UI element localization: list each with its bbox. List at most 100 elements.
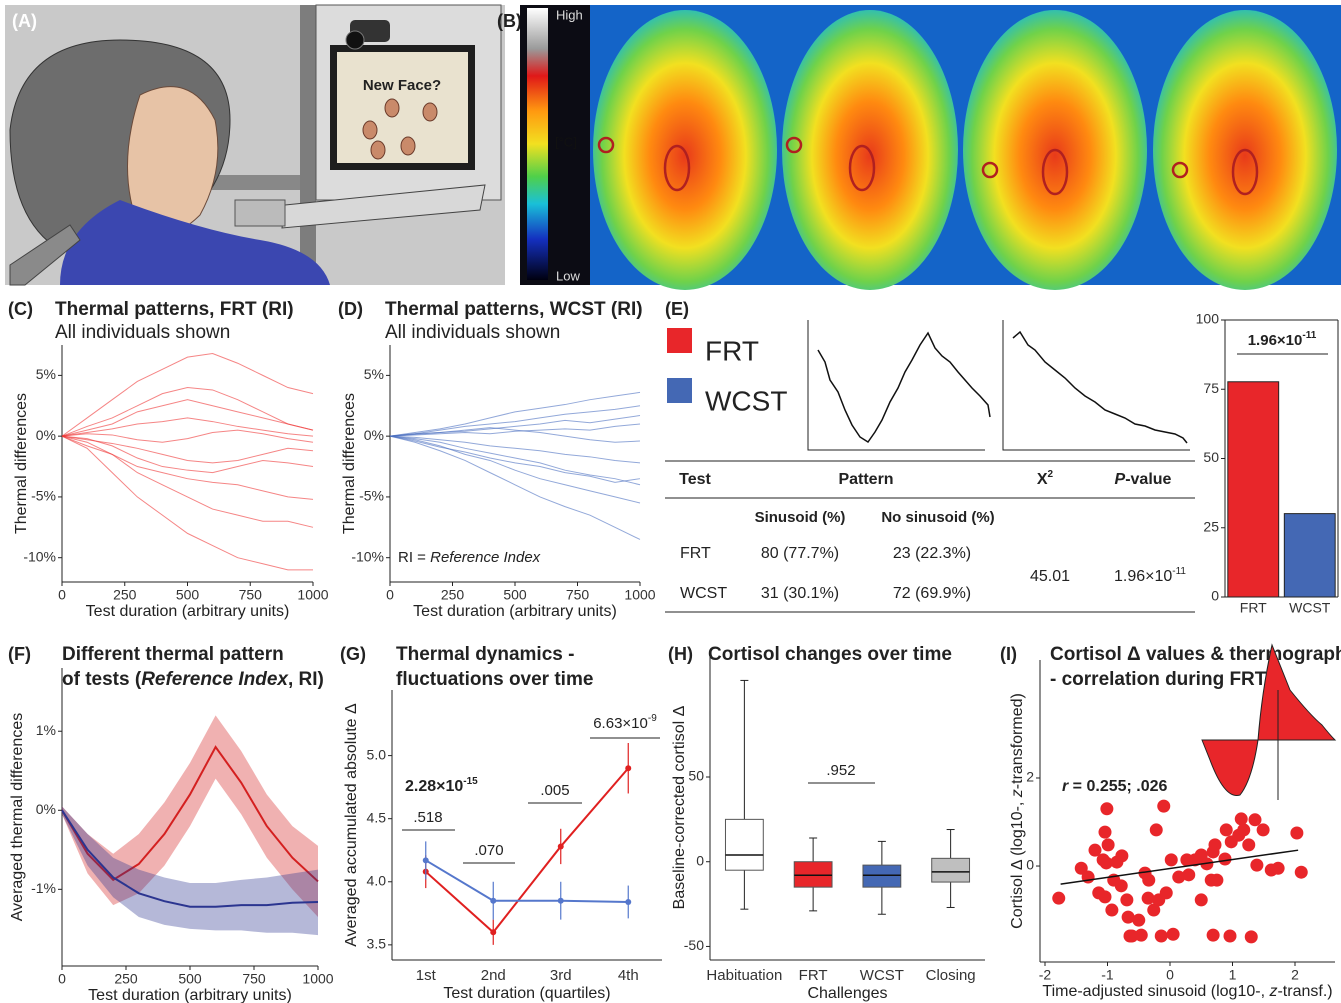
chart-title: - correlation during FRT — [1050, 669, 1267, 690]
table-cell: 1.96×10-11 — [1114, 566, 1186, 586]
x-tick-label: 250 — [441, 587, 465, 603]
x-tick-label: 1000 — [297, 587, 328, 603]
table-header: Pattern — [838, 471, 893, 488]
series-line — [390, 436, 640, 539]
x-tick-label: WCST — [1289, 600, 1331, 616]
panel-label: (C) — [8, 299, 33, 319]
y-tick-label: 0 — [1026, 857, 1034, 873]
camera-lens — [346, 31, 364, 49]
series-line — [62, 436, 313, 499]
x-tick-label: 250 — [113, 587, 137, 603]
box — [725, 819, 763, 870]
chart-subtitle: All individuals shown — [55, 322, 230, 343]
point — [1249, 813, 1262, 826]
panel-label: (A) — [12, 11, 37, 31]
p-base: 1.96×10 — [1114, 568, 1172, 585]
p-base: 2.28×10 — [405, 778, 463, 795]
point — [1155, 930, 1168, 943]
y-tick-label: 75 — [1203, 380, 1219, 396]
chart-title: fluctuations over time — [396, 669, 593, 690]
p-base: 6.63×10 — [593, 715, 648, 732]
y-tick-label: 0% — [36, 801, 56, 817]
x-tick-label: 500 — [176, 587, 200, 603]
illustration-a: New Face? (A) — [5, 5, 505, 285]
chart-title: Cortisol changes over time — [708, 644, 952, 665]
y-tick-label: 50 — [688, 768, 704, 784]
panel-label: (G) — [340, 644, 366, 664]
pattern-pictograms — [808, 320, 1190, 450]
table-cell: 45.01 — [1030, 568, 1070, 585]
point — [1115, 879, 1128, 892]
axis-label: Averaged accumulated absolute Δ — [343, 703, 360, 947]
panel-label: (B) — [497, 11, 522, 31]
axis-label: Thermal differences — [13, 393, 30, 534]
point — [1295, 866, 1308, 879]
point — [1115, 849, 1128, 862]
y-tick-label: 1% — [36, 722, 56, 738]
x-tick-label: Closing — [926, 967, 976, 984]
chart-title: of tests (Reference Index, RI) — [62, 669, 324, 690]
point — [1242, 838, 1255, 851]
x-tick-label: -1 — [1101, 967, 1114, 983]
label-part: -transformed) — [1009, 693, 1026, 789]
point — [1220, 823, 1233, 836]
axis-label: Test duration (arbitrary units) — [88, 987, 292, 1003]
table-cell: 31 (30.1%) — [761, 585, 839, 602]
chart-title: Thermal patterns, FRT (RI) — [55, 299, 294, 320]
x-tick-label: 250 — [114, 971, 138, 987]
point — [1102, 838, 1115, 851]
y-tick-label: 0% — [364, 427, 384, 443]
y-tick-label: 25 — [1203, 518, 1219, 534]
y-tick-label: 0 — [696, 852, 704, 868]
point — [1257, 823, 1270, 836]
correlation: r = 0.255; .026 — [1062, 778, 1168, 795]
header-part: P — [1115, 471, 1126, 488]
brackets — [402, 738, 660, 863]
title-part: , RI) — [288, 669, 324, 690]
figure: New Face? (A) (B) High [°C] Low — [0, 0, 1341, 1003]
p-annotation: 1.96×10-11 — [1248, 330, 1317, 349]
table-cell: WCST — [680, 585, 727, 602]
y-tick-label: 4.5 — [367, 809, 387, 825]
panel-label: (D) — [338, 299, 363, 319]
y-tick-label: 4.0 — [367, 872, 387, 888]
p-annotation: .952 — [826, 762, 855, 779]
x-tick-label: WCST — [860, 967, 904, 984]
y-tick-label: 100 — [1196, 311, 1220, 327]
panel-label: (I) — [1000, 644, 1017, 664]
legend-label: WCST — [705, 385, 787, 416]
table-cell: 23 (22.3%) — [893, 545, 971, 562]
table-header: X2 — [1037, 469, 1054, 489]
axis-label: Cortisol Δ (log10-, z-transformed) — [1009, 693, 1026, 929]
y-tick-label: 3.5 — [367, 936, 387, 952]
y-tick-label: 5.0 — [367, 746, 387, 762]
color-scale — [527, 8, 548, 280]
screen-text: New Face? — [363, 77, 441, 94]
p-annotation: .070 — [474, 842, 503, 859]
label-part: -transf.) — [1277, 983, 1332, 1000]
table-subheader: Sinusoid (%) — [755, 509, 846, 526]
annotation-text: Reference Index — [430, 549, 541, 566]
table-header: P-value — [1115, 471, 1172, 488]
point — [1207, 929, 1220, 942]
x-tick-label: 750 — [242, 971, 266, 987]
chart-title: Cortisol Δ values & thermography — [1050, 644, 1341, 665]
y-tick-label: -1% — [31, 880, 56, 896]
x-tick-label: 2 — [1291, 967, 1299, 983]
point — [625, 899, 631, 905]
point — [1100, 802, 1113, 815]
x-tick-label: 0 — [386, 587, 394, 603]
p-exponent: -15 — [463, 776, 478, 787]
box — [794, 862, 832, 887]
x-tick-label: 0 — [1166, 967, 1174, 983]
scale-high: High — [556, 7, 583, 22]
p-exponent: -9 — [648, 713, 657, 724]
chart-title: Thermal dynamics - — [396, 644, 574, 665]
point — [1290, 827, 1303, 840]
point — [1105, 904, 1118, 917]
table: Test Pattern X2 P-value Sinusoid (%) No … — [665, 461, 1195, 612]
point — [1219, 852, 1232, 865]
point — [1157, 800, 1170, 813]
legend-swatch — [667, 378, 692, 403]
point — [1092, 886, 1105, 899]
